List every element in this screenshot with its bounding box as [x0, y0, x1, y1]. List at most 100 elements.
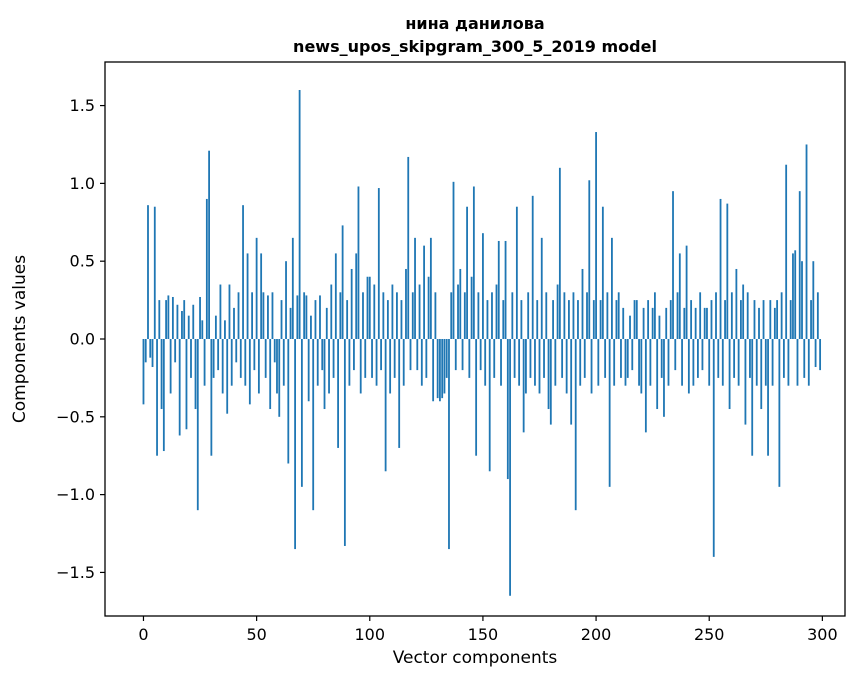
bar [577, 300, 579, 339]
bar [459, 268, 462, 339]
bar [703, 307, 706, 339]
bar [348, 339, 351, 386]
bar [683, 307, 686, 339]
bar [276, 339, 278, 394]
bar [382, 292, 385, 339]
bar [187, 315, 190, 339]
bar [190, 339, 192, 378]
y-tick-label: 1.5 [70, 96, 95, 115]
bar [384, 339, 387, 472]
bar [296, 295, 299, 339]
chart-title-line1: нина данилова [405, 14, 545, 33]
bar [785, 164, 788, 339]
y-tick-label: 0.5 [70, 252, 95, 271]
bar [715, 292, 717, 339]
bar [441, 339, 444, 399]
bar [391, 284, 394, 339]
bar [792, 253, 794, 339]
bar [201, 320, 204, 339]
bar [251, 292, 253, 339]
bar [409, 339, 412, 371]
bar [556, 284, 559, 339]
bar [420, 339, 423, 386]
bar [192, 304, 195, 339]
bar [624, 339, 627, 386]
bar [165, 300, 168, 339]
bar [185, 339, 188, 430]
bar [176, 304, 179, 339]
bar [706, 307, 708, 339]
bar [244, 339, 247, 386]
chart-title-line2: news_upos_skipgram_300_5_2019 model [293, 37, 657, 57]
bar [735, 268, 738, 339]
y-tick-label: 0.0 [70, 330, 95, 349]
bar [386, 300, 389, 339]
bar [518, 339, 521, 386]
bar [377, 188, 380, 339]
bar [151, 339, 154, 368]
bar [789, 300, 792, 339]
bar [495, 284, 498, 339]
bar [740, 300, 742, 339]
bar [506, 339, 509, 480]
bar [656, 339, 659, 410]
bar [742, 284, 745, 339]
bar [592, 300, 595, 339]
bar [328, 339, 330, 394]
bar [798, 191, 801, 339]
bar [337, 339, 339, 448]
bar [226, 339, 229, 414]
bar [672, 191, 674, 339]
bar [477, 292, 480, 339]
bar [719, 198, 722, 339]
bar [717, 339, 720, 378]
bar [373, 284, 376, 339]
bar [764, 339, 767, 386]
bar [491, 292, 493, 339]
bar [271, 292, 274, 339]
bar [724, 300, 726, 339]
bar [701, 339, 704, 371]
bar [762, 300, 765, 339]
x-tick-label: 250 [694, 625, 725, 644]
bar [181, 310, 183, 339]
bar [269, 339, 272, 410]
bar [651, 307, 654, 339]
bar [144, 339, 147, 363]
bar [262, 292, 265, 339]
bar [208, 150, 210, 339]
bar [294, 339, 296, 550]
bar [712, 339, 715, 557]
bar [305, 295, 308, 339]
bar [595, 132, 597, 339]
bar [570, 339, 573, 425]
bar [504, 240, 507, 339]
bar [332, 339, 335, 378]
bar [601, 206, 604, 339]
bar [210, 339, 213, 456]
bar [649, 339, 652, 386]
bar [312, 339, 315, 511]
bar [323, 339, 326, 410]
bar [493, 339, 496, 378]
bar [497, 240, 500, 339]
bar [472, 186, 475, 339]
bar [615, 300, 618, 339]
bar [253, 339, 256, 371]
bar [291, 237, 294, 339]
y-tick-label: −0.5 [56, 407, 95, 426]
bar [549, 339, 552, 425]
bar [780, 292, 783, 339]
bar [156, 339, 158, 456]
bar [520, 300, 523, 339]
bar [203, 339, 206, 386]
bar [581, 268, 584, 339]
bar [676, 292, 679, 339]
bar [221, 339, 224, 394]
bar [488, 339, 491, 472]
bar [300, 339, 303, 487]
bar [174, 339, 177, 363]
bar [708, 339, 711, 386]
bar [681, 339, 683, 386]
bar [237, 292, 240, 339]
